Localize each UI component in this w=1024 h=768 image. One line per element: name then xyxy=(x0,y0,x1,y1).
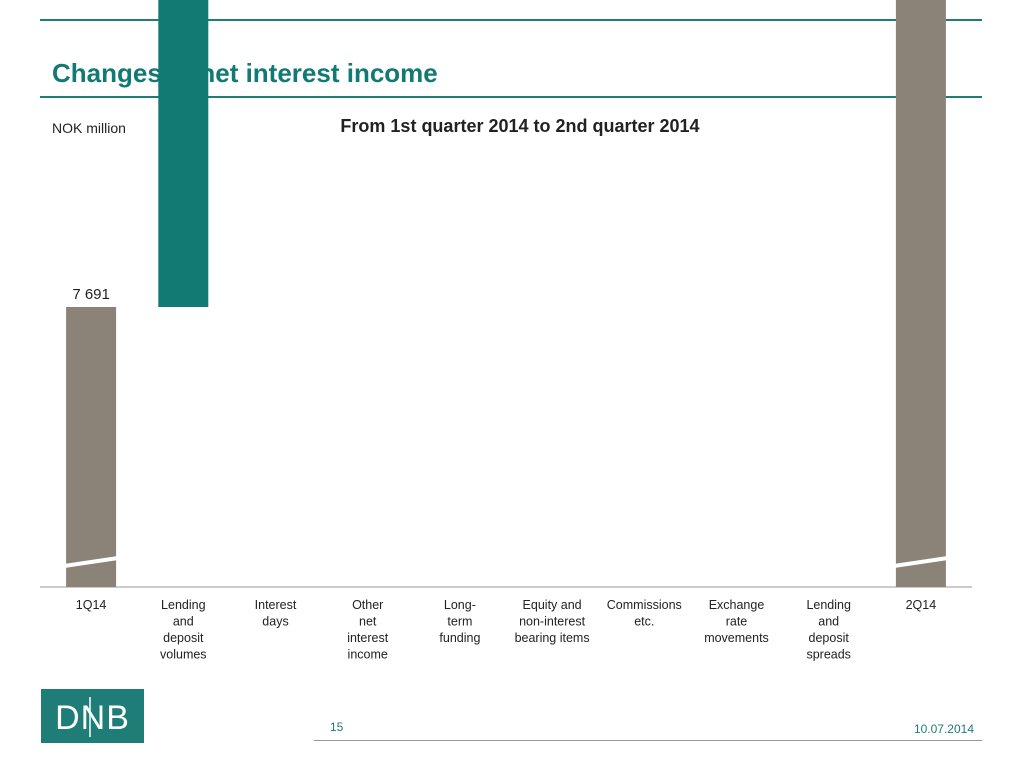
category-label-3-2: interest xyxy=(347,631,389,645)
slide-date: 10.07.2014 xyxy=(913,722,974,736)
title-underline xyxy=(40,96,982,98)
category-label-3-1: net xyxy=(359,615,377,629)
bar-9 xyxy=(895,0,946,587)
category-label-4-1: term xyxy=(447,615,472,629)
category-label-6-1: etc. xyxy=(634,615,654,629)
footer-rule xyxy=(314,740,982,741)
category-label-0-0: 1Q14 xyxy=(76,598,107,612)
category-label-1-0: Lending xyxy=(161,598,206,612)
page-number: 15 xyxy=(330,720,344,734)
category-label-7-2: movements xyxy=(704,631,769,645)
category-label-8-3: spreads xyxy=(806,648,850,662)
category-label-4-0: Long- xyxy=(444,598,476,612)
bar-0 xyxy=(66,307,117,587)
chart-title: From 1st quarter 2014 to 2nd quarter 201… xyxy=(340,116,700,136)
data-label-0: 7 691 xyxy=(72,286,110,303)
svg-text:DNB: DNB xyxy=(55,699,130,737)
category-label-4-2: funding xyxy=(439,631,480,645)
category-label-8-2: deposit xyxy=(809,631,850,645)
category-label-5-2: bearing items xyxy=(515,631,590,645)
category-label-2-0: Interest xyxy=(255,598,297,612)
unit-label: NOK million xyxy=(52,120,126,136)
top-rule xyxy=(40,19,982,21)
category-label-3-0: Other xyxy=(352,598,383,612)
axis-break-0 xyxy=(63,556,119,568)
category-label-3-3: income xyxy=(348,648,388,662)
dnb-logo: DNB xyxy=(41,689,144,743)
category-label-8-1: and xyxy=(818,615,839,629)
category-label-6-0: Commissions xyxy=(607,598,682,612)
category-label-1-1: and xyxy=(173,615,194,629)
category-label-2-1: days xyxy=(262,615,288,629)
category-label-8-0: Lending xyxy=(806,598,851,612)
dnb-logo-mark: DNB xyxy=(55,697,130,737)
category-label-1-2: deposit xyxy=(163,631,204,645)
category-label-7-0: Exchange xyxy=(709,598,765,612)
category-label-9-0: 2Q14 xyxy=(906,598,937,612)
bar-1 xyxy=(158,0,209,307)
category-label-1-3: volumes xyxy=(160,648,207,662)
axis-break-9 xyxy=(893,556,949,568)
category-label-5-1: non-interest xyxy=(519,615,586,629)
category-label-7-1: rate xyxy=(726,615,748,629)
category-label-5-0: Equity and xyxy=(523,598,582,612)
page-title: Changes in net interest income xyxy=(52,58,438,88)
